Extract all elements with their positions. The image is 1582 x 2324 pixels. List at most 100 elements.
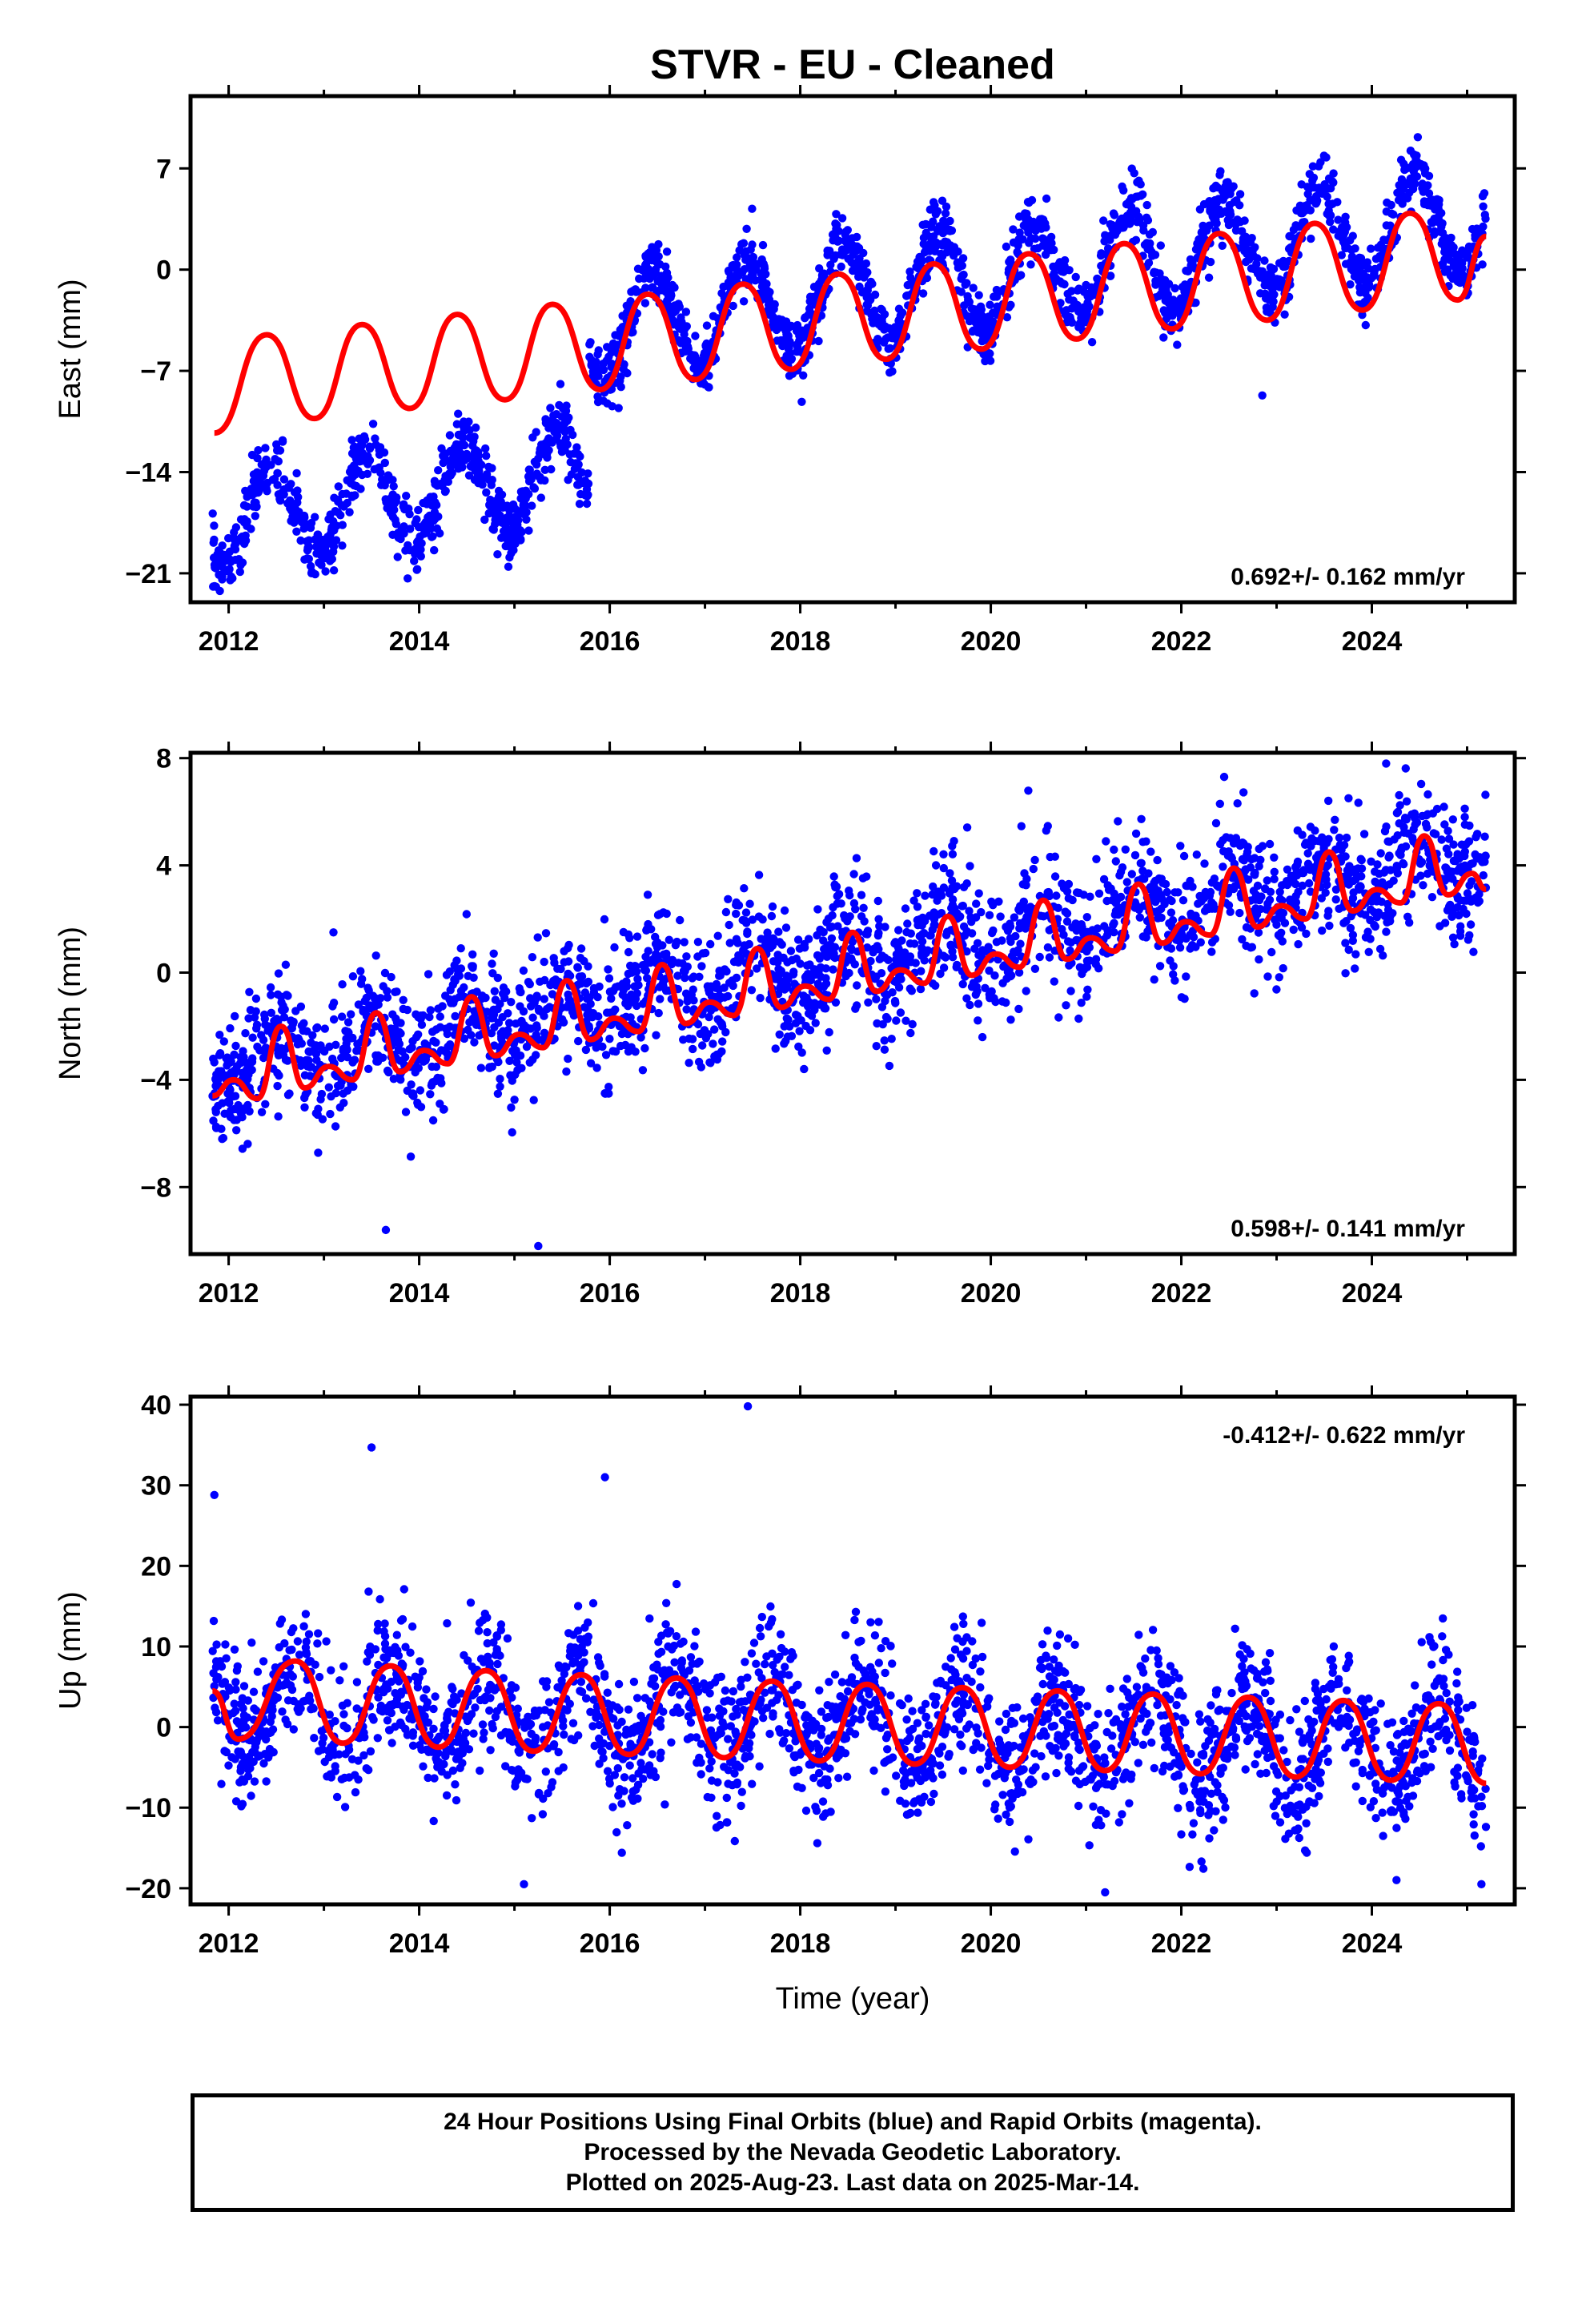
data-point [562,1067,571,1076]
data-point [477,460,486,469]
data-point [705,1058,714,1067]
data-point [561,406,571,416]
data-point [1254,928,1263,937]
data-point [930,908,938,917]
data-point [653,911,663,919]
data-point [1219,862,1227,871]
data-point [211,1124,221,1132]
data-point [395,1039,404,1048]
data-point [215,570,223,579]
data-point [1102,896,1111,906]
data-point [872,1042,881,1051]
data-point [640,966,649,975]
data-point [1162,887,1171,897]
data-point [745,899,754,908]
data-point [992,285,1002,295]
data-point [800,1064,809,1074]
data-point [1245,255,1254,264]
data-point [883,1015,892,1023]
data-point [497,1035,506,1043]
data-point [584,962,592,971]
data-point [1109,209,1118,218]
data-point [1154,292,1163,300]
data-point [931,861,941,870]
data-point [929,217,938,226]
data-point [1223,187,1231,196]
x-tick-label: 2012 [199,1278,259,1309]
data-point [586,999,595,1008]
data-point [632,287,640,296]
data-point [1039,235,1049,243]
data-point [433,481,442,490]
data-point [664,955,673,965]
data-point [551,975,560,984]
data-point [345,508,354,517]
data-point [619,364,628,374]
data-point [415,545,424,554]
data-point [1401,814,1410,824]
data-point [1241,865,1251,874]
data-point [262,455,271,464]
data-point [779,982,788,991]
data-point [1419,161,1428,170]
data-point [1178,896,1188,905]
data-point [343,498,351,508]
data-point [533,933,542,942]
data-point [1270,853,1279,862]
data-point [243,521,251,530]
data-point [414,1013,423,1022]
data-point [469,436,478,446]
data-point [487,1029,496,1038]
data-point [1061,907,1070,916]
data-point [797,1048,806,1057]
data-point [1266,887,1275,897]
data-point [905,952,915,961]
data-point [1050,872,1060,881]
data-point [584,469,592,478]
data-point [1379,235,1388,244]
data-point [892,1016,901,1025]
data-point [1278,937,1287,946]
data-point [665,935,673,944]
data-point [389,482,398,491]
data-point [813,905,822,914]
data-point [1387,200,1395,210]
y-tick-label: 4 [156,851,171,882]
data-point [300,1093,309,1103]
data-point [768,902,777,911]
data-point [481,444,490,453]
x-tick-label: 2016 [580,1278,640,1309]
data-point [1045,953,1054,962]
data-point [786,947,796,955]
data-point [1268,303,1277,312]
data-point [1082,947,1091,956]
data-point [1379,951,1387,960]
data-point [974,1016,982,1025]
data-point [793,935,803,944]
data-point [929,882,938,891]
data-point [392,987,401,996]
data-point [829,952,838,962]
outlier-point [1382,759,1391,768]
data-point [897,308,907,317]
data-point [829,872,838,881]
east-panel: 2012 2014 2016 2018 2020 2022 2024−21−14−707Ea… [54,85,1526,657]
data-point [1170,283,1179,293]
data-point [624,930,633,939]
data-point [1274,931,1283,939]
data-point [600,915,609,924]
data-point [780,906,789,915]
data-point [507,1103,516,1112]
data-point [869,948,877,957]
data-point [953,259,962,267]
data-point [909,896,918,905]
data-point [877,1003,887,1011]
data-point [528,1013,537,1022]
plot-frame [188,94,1517,605]
data-point [1303,190,1312,199]
data-point [241,1029,250,1038]
data-point [840,911,849,920]
data-point [1024,215,1033,224]
data-point [972,982,981,991]
x-tick-label: 2022 [1151,626,1212,657]
